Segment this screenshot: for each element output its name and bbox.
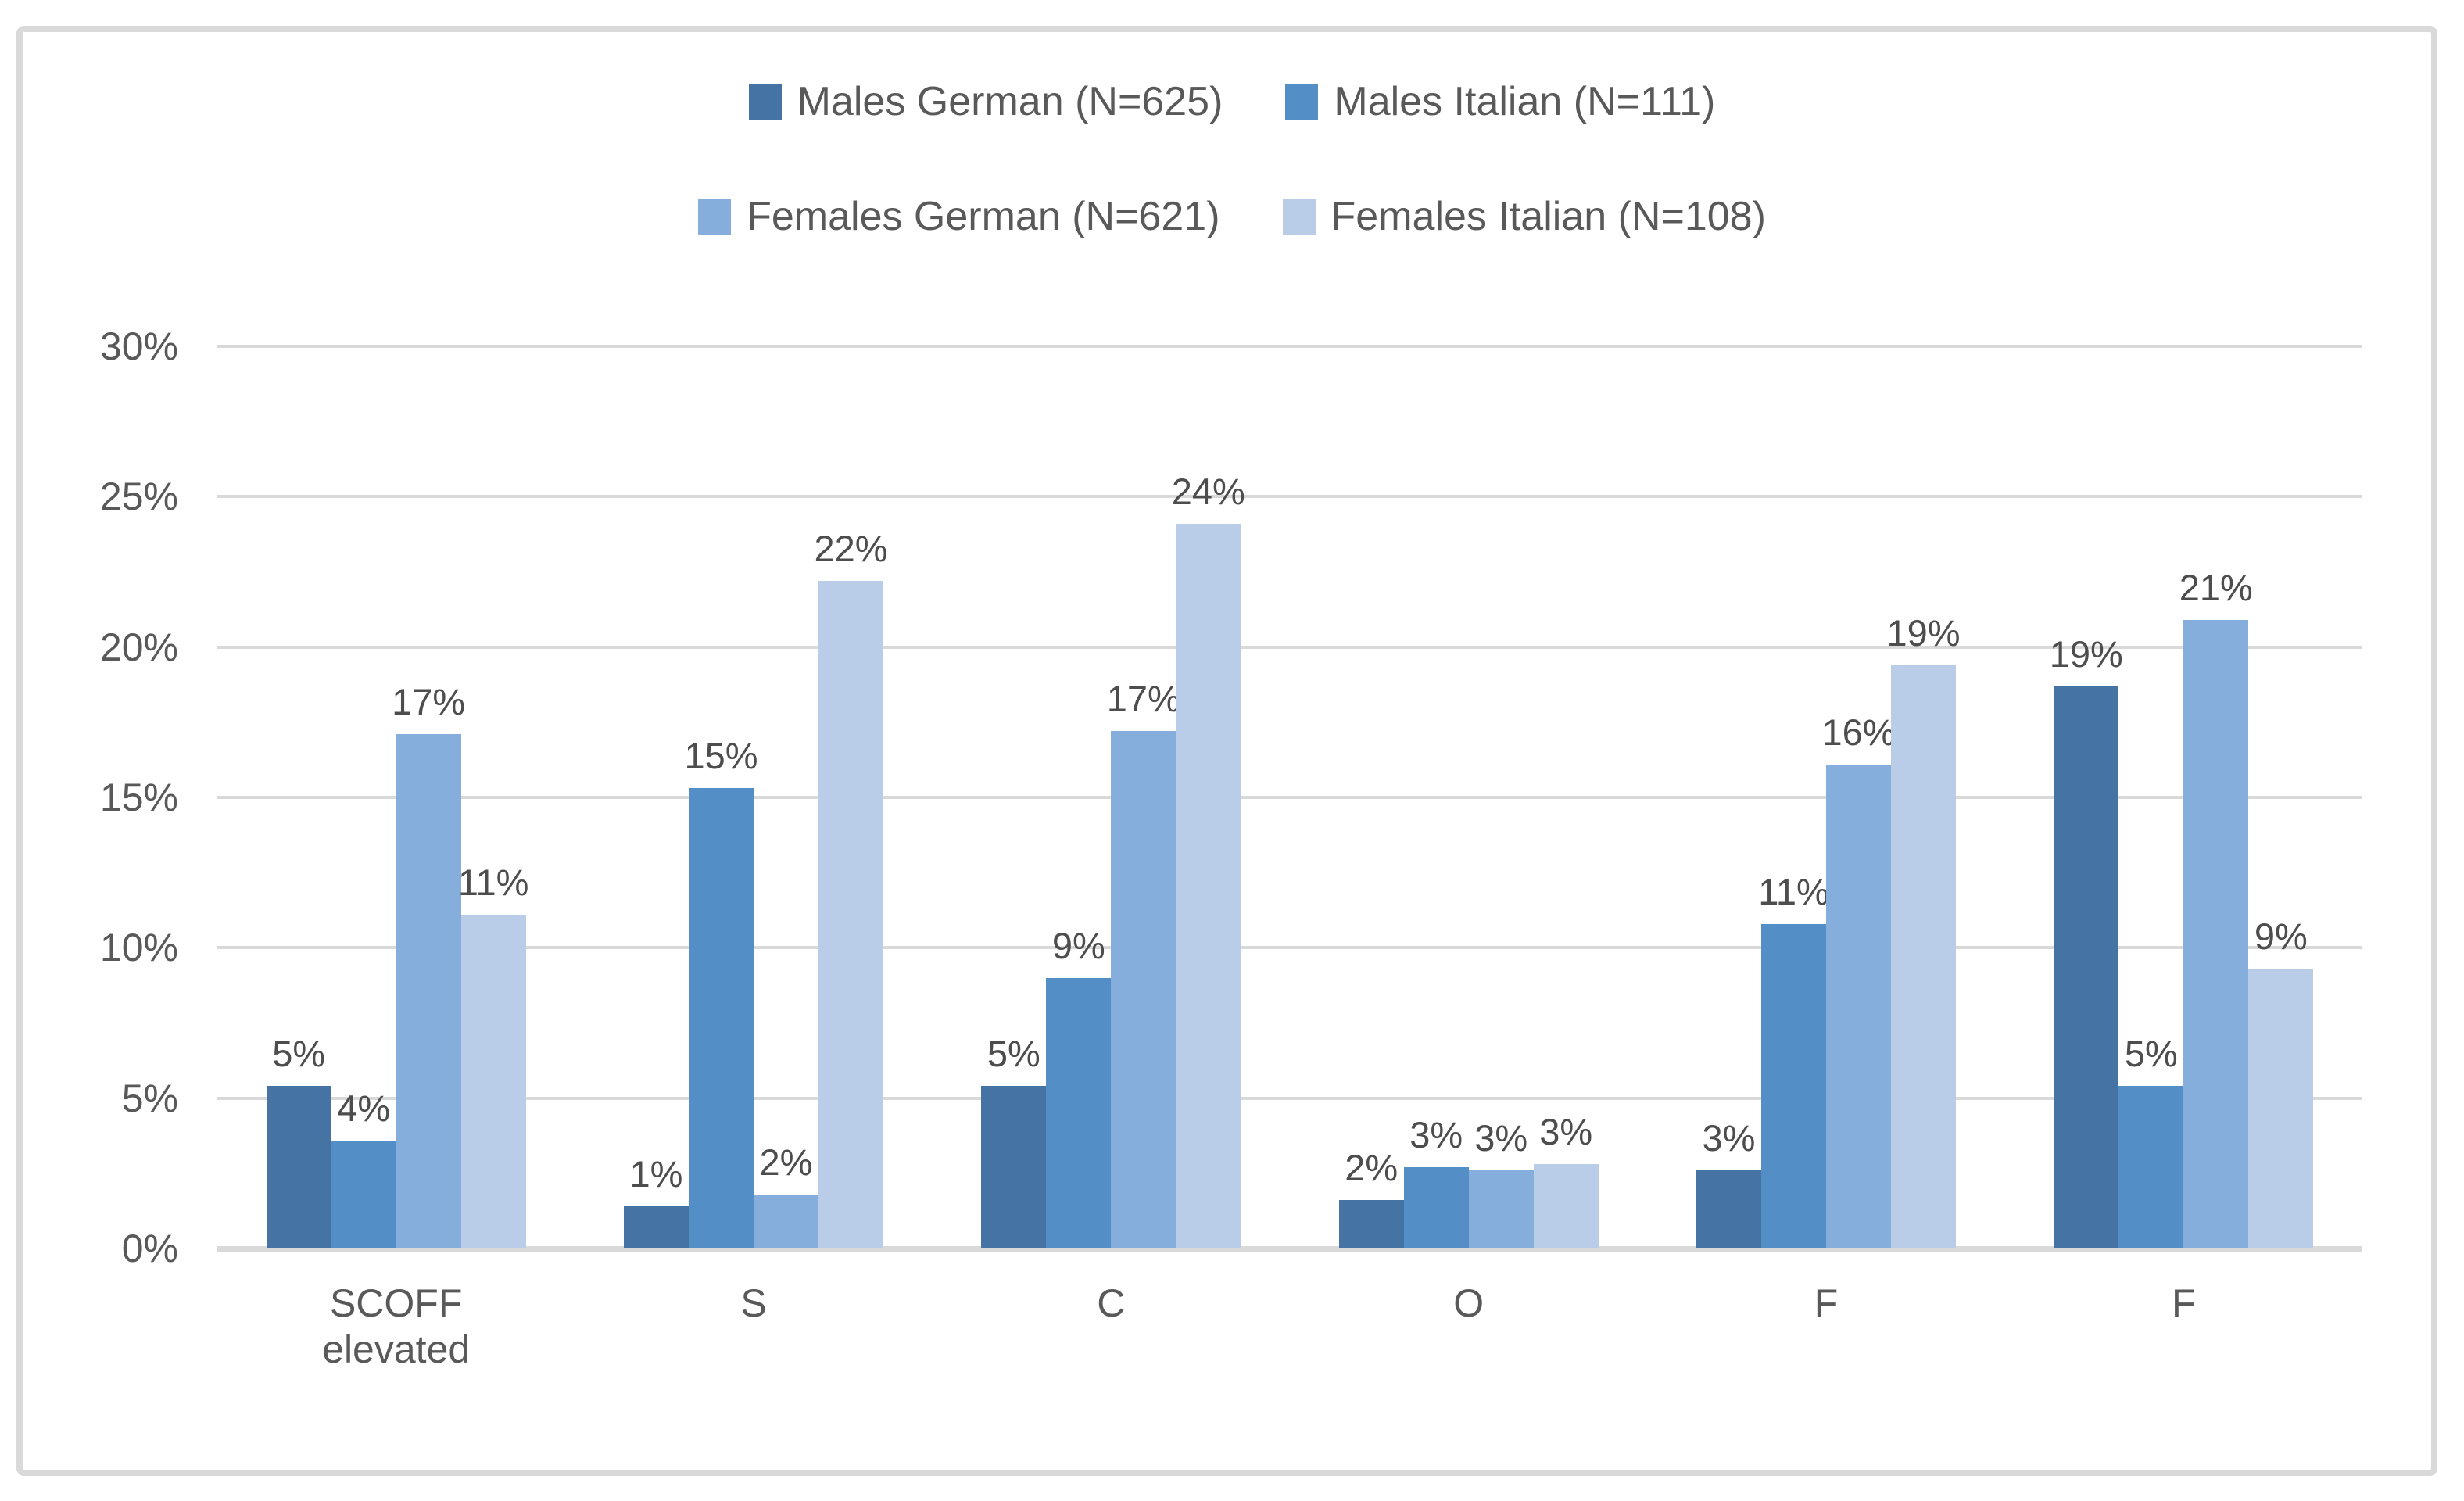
legend-swatch-icon bbox=[748, 84, 782, 120]
bar bbox=[2248, 969, 2314, 1248]
bar bbox=[460, 915, 526, 1248]
gridline bbox=[217, 1096, 2362, 1100]
bar bbox=[624, 1206, 689, 1248]
bar-value-label: 11% bbox=[457, 862, 529, 904]
legend-label: Females German (N=621) bbox=[747, 194, 1220, 239]
bar bbox=[1533, 1164, 1599, 1248]
gridline bbox=[217, 495, 2362, 499]
bar bbox=[1761, 923, 1826, 1248]
bar bbox=[689, 788, 754, 1248]
y-tick-label: 0% bbox=[121, 1227, 178, 1270]
legend-label: Males Italian (N=111) bbox=[1334, 79, 1716, 124]
category-label: F bbox=[2172, 1281, 2196, 1325]
y-tick-label: 30% bbox=[99, 324, 178, 368]
bar-value-label: 5% bbox=[2124, 1033, 2178, 1075]
bar-value-label: 17% bbox=[392, 681, 466, 723]
bar-value-label: 11% bbox=[1758, 870, 1829, 912]
bar-value-label: 3% bbox=[1702, 1117, 1756, 1159]
bar-value-label: 2% bbox=[1345, 1147, 1399, 1189]
bar bbox=[2054, 686, 2119, 1248]
bar-value-label: 9% bbox=[1051, 924, 1105, 966]
bar-value-label: 17% bbox=[1106, 678, 1180, 720]
x-axis-baseline bbox=[217, 1245, 2362, 1252]
bar bbox=[754, 1194, 818, 1248]
y-tick-label: 10% bbox=[99, 926, 178, 970]
bar-value-label: 21% bbox=[2179, 567, 2253, 609]
bar bbox=[396, 734, 461, 1248]
gridline bbox=[217, 345, 2362, 348]
bar-value-label: 2% bbox=[759, 1141, 813, 1183]
y-tick-label: 5% bbox=[121, 1076, 178, 1120]
category-label: S bbox=[740, 1281, 767, 1325]
legend-swatch-icon bbox=[1285, 84, 1319, 120]
bar bbox=[1826, 764, 1891, 1248]
legend-label: Females Italian (N=108) bbox=[1330, 194, 1766, 239]
legend-row-2: Females German (N=621) Females Italian (N… bbox=[0, 193, 2464, 240]
bar bbox=[1403, 1167, 1469, 1248]
bar-value-label: 15% bbox=[684, 735, 758, 777]
bar bbox=[1046, 977, 1112, 1248]
legend-label: Males German (N=625) bbox=[797, 79, 1223, 124]
category-label: O bbox=[1453, 1281, 1484, 1325]
bar bbox=[2118, 1086, 2184, 1248]
gridline bbox=[217, 946, 2362, 950]
bar-value-label: 3% bbox=[1409, 1114, 1463, 1156]
bar bbox=[1111, 731, 1176, 1248]
legend-swatch-icon bbox=[1282, 199, 1316, 235]
bar-value-label: 9% bbox=[2254, 915, 2308, 958]
bar-value-label: 5% bbox=[987, 1033, 1040, 1075]
bar-value-label: 16% bbox=[1821, 711, 1896, 753]
y-tick-label: 15% bbox=[99, 776, 178, 819]
legend-item: Males Italian (N=111) bbox=[1285, 78, 1715, 125]
bar bbox=[981, 1086, 1047, 1248]
bar bbox=[818, 581, 883, 1248]
bar-value-label: 19% bbox=[1886, 611, 1961, 654]
legend-item: Females German (N=621) bbox=[698, 193, 1220, 240]
category-label: F bbox=[1814, 1281, 1839, 1325]
category-label: SCOFF elevated bbox=[322, 1281, 471, 1371]
bar bbox=[1176, 523, 1241, 1248]
bar-value-label: 1% bbox=[629, 1153, 683, 1195]
bar bbox=[1468, 1170, 1534, 1248]
bar bbox=[266, 1086, 331, 1248]
gridline bbox=[217, 796, 2362, 799]
bar-value-label: 3% bbox=[1539, 1111, 1593, 1153]
bar-value-label: 3% bbox=[1474, 1117, 1528, 1159]
bar-value-label: 5% bbox=[272, 1033, 326, 1075]
gridline bbox=[217, 645, 2362, 649]
bar bbox=[1891, 665, 1956, 1248]
bar-value-label: 22% bbox=[814, 528, 888, 570]
bar bbox=[2183, 620, 2249, 1248]
legend-swatch-icon bbox=[698, 199, 732, 235]
plot-area: 5% 4% 17% 11% 1% 15% 2% 22% 5% 9% 17% 24% 2% 3% 3% 3% 3%… bbox=[217, 345, 2362, 1252]
bar bbox=[1696, 1170, 1761, 1248]
legend-item: Females Italian (N=108) bbox=[1282, 193, 1766, 240]
bar-value-label: 24% bbox=[1171, 470, 1245, 512]
category-label: C bbox=[1097, 1281, 1126, 1325]
bar bbox=[1338, 1200, 1404, 1248]
legend-item: Males German (N=625) bbox=[748, 78, 1223, 125]
bar bbox=[331, 1140, 396, 1248]
y-tick-label: 20% bbox=[99, 625, 178, 669]
y-tick-label: 25% bbox=[99, 475, 178, 519]
bar-value-label: 19% bbox=[2049, 632, 2123, 675]
legend-row-1: Males German (N=625) Males Italian (N=111… bbox=[0, 78, 2464, 125]
bar-value-label: 4% bbox=[337, 1087, 391, 1129]
